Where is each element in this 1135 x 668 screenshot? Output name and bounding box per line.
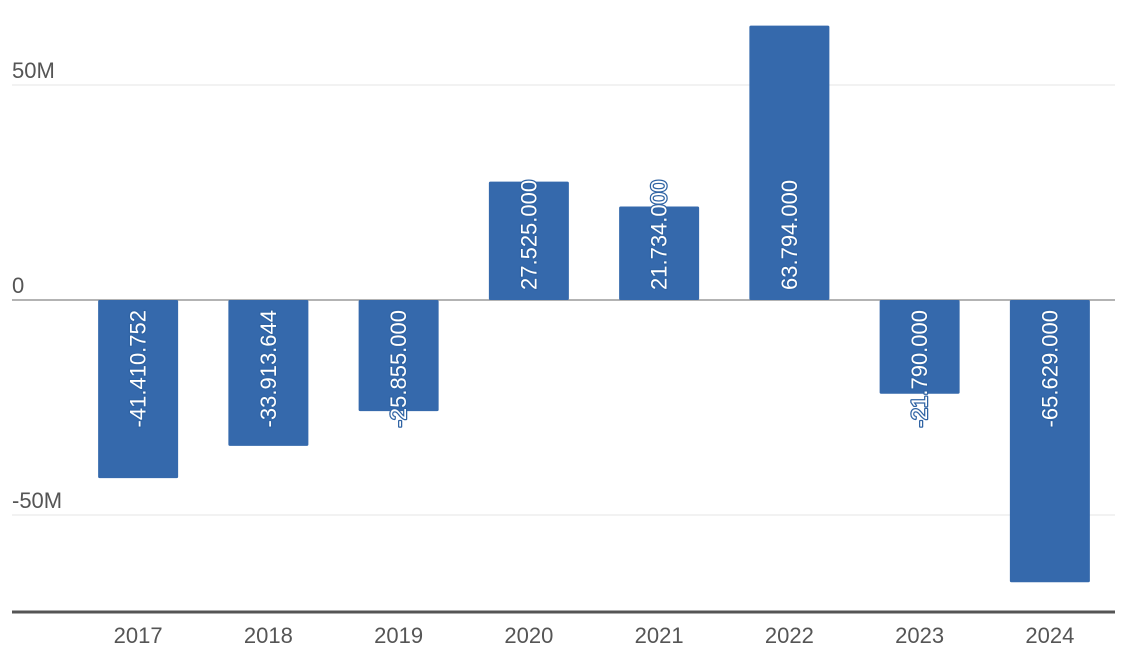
y-tick-label: 0 xyxy=(12,273,24,298)
bar-2017 xyxy=(98,300,179,479)
bar-2018 xyxy=(228,300,309,446)
data-label-2018: -33.913.644 xyxy=(256,310,281,427)
x-tick-label: 2022 xyxy=(765,623,814,648)
x-tick-label: 2017 xyxy=(114,623,163,648)
y-tick-label: -50M xyxy=(12,488,62,513)
bars xyxy=(98,25,1090,583)
x-axis-ticks: 2017 2018 2019 2020 2021 2022 2023 2024 xyxy=(114,623,1075,648)
data-label-2020: 27.525.000 xyxy=(516,180,541,290)
bar-2021 xyxy=(619,206,700,300)
x-tick-label: 2023 xyxy=(895,623,944,648)
data-label-2017: -41.410.752 xyxy=(126,310,151,427)
data-label-2022: 63.794.000 xyxy=(777,180,802,290)
data-label-2019: -25.855.000 xyxy=(386,310,411,427)
bar-2024 xyxy=(1009,300,1090,583)
data-label-2024: -65.629.000 xyxy=(1037,310,1062,427)
x-tick-label: 2019 xyxy=(374,623,423,648)
bar-data-labels: -41.410.752 -33.913.644 -25.855.000 27.525.… xyxy=(124,179,1063,429)
x-tick-label: 2018 xyxy=(244,623,293,648)
x-tick-label: 2024 xyxy=(1025,623,1074,648)
data-label-2021: 21.734.000 xyxy=(647,180,672,290)
x-tick-label: 2021 xyxy=(635,623,684,648)
bar-2019 xyxy=(358,300,439,412)
y-tick-label: 50M xyxy=(12,58,55,83)
bar-2022 xyxy=(749,25,830,301)
bar-2023 xyxy=(879,300,960,394)
x-tick-label: 2020 xyxy=(504,623,553,648)
data-label-2023: -21.790.000 xyxy=(907,310,932,427)
bar-2020 xyxy=(488,181,569,300)
y-axis-ticks: 50M 0 -50M xyxy=(12,58,62,513)
